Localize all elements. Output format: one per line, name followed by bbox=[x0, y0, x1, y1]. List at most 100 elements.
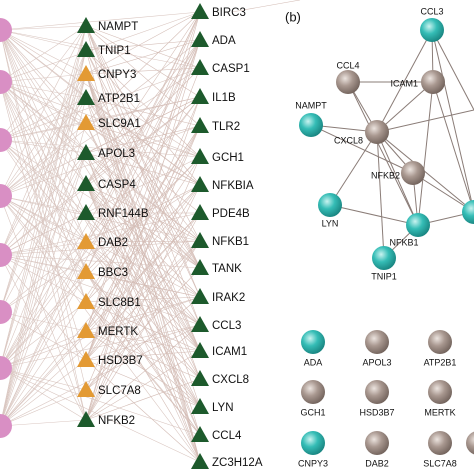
edge bbox=[432, 81, 474, 213]
edge bbox=[0, 67, 201, 141]
edge bbox=[85, 271, 201, 408]
edge bbox=[85, 330, 201, 408]
edge bbox=[85, 25, 201, 98]
edge bbox=[431, 29, 474, 213]
edge bbox=[0, 254, 201, 269]
edge bbox=[0, 49, 87, 369]
node-label: BBC3 bbox=[98, 267, 128, 279]
edge bbox=[0, 11, 201, 83]
node-label: TNIP1 bbox=[98, 45, 131, 57]
edge bbox=[0, 195, 87, 421]
edge bbox=[85, 25, 201, 69]
edge bbox=[85, 152, 201, 463]
network-node bbox=[401, 161, 425, 185]
edge bbox=[0, 367, 87, 421]
edge bbox=[0, 97, 87, 141]
triangle-node bbox=[191, 204, 209, 220]
edge bbox=[0, 11, 201, 31]
edge bbox=[85, 39, 201, 185]
edge bbox=[85, 324, 201, 421]
edge bbox=[85, 96, 201, 361]
node-label: NFKB1 bbox=[389, 237, 418, 247]
edge bbox=[0, 419, 87, 427]
edge bbox=[85, 39, 201, 421]
triangle-node bbox=[77, 263, 95, 279]
edge bbox=[85, 125, 201, 154]
edge bbox=[0, 29, 87, 124]
source-node bbox=[0, 70, 12, 94]
network-node bbox=[406, 213, 430, 237]
edge bbox=[85, 122, 201, 214]
edge bbox=[85, 183, 201, 380]
node-label: CNPY3 bbox=[98, 69, 136, 81]
edge bbox=[85, 25, 201, 242]
node-label: SLC8B1 bbox=[98, 297, 141, 309]
edge bbox=[0, 183, 87, 427]
edge bbox=[85, 271, 201, 463]
edge bbox=[0, 73, 87, 83]
edge bbox=[85, 39, 201, 332]
edge bbox=[0, 29, 201, 269]
edge bbox=[0, 139, 87, 154]
edge bbox=[310, 124, 414, 174]
edge bbox=[85, 152, 201, 242]
triangle-node bbox=[191, 232, 209, 248]
triangle-node bbox=[191, 176, 209, 192]
triangle-node bbox=[191, 316, 209, 332]
edge bbox=[85, 97, 201, 352]
node-label: APOL3 bbox=[98, 148, 135, 160]
node-label: SLC7A8 bbox=[423, 458, 457, 468]
edge bbox=[0, 152, 87, 256]
isolated-node bbox=[428, 431, 452, 455]
node-label: CNPY3 bbox=[298, 458, 328, 468]
edge bbox=[85, 241, 201, 380]
edge bbox=[0, 25, 87, 83]
edge bbox=[329, 131, 378, 206]
source-node bbox=[0, 300, 12, 324]
node-label: CCL4 bbox=[212, 430, 242, 442]
isolated-node bbox=[365, 330, 389, 354]
triangle-node bbox=[191, 342, 209, 358]
edge bbox=[0, 81, 87, 243]
node-label: NFKB1 bbox=[212, 236, 249, 248]
node-label: CCL3 bbox=[420, 6, 443, 16]
edge bbox=[0, 152, 87, 369]
edge bbox=[85, 183, 201, 298]
edges-a bbox=[0, 0, 301, 463]
isolated-node bbox=[365, 431, 389, 455]
isolated-node bbox=[301, 380, 325, 404]
edge bbox=[85, 122, 201, 380]
edge bbox=[85, 301, 201, 408]
triangle-node bbox=[191, 3, 209, 19]
edge bbox=[417, 81, 434, 226]
edge bbox=[0, 195, 201, 463]
edge bbox=[412, 172, 474, 213]
node-label: NFKBIA bbox=[212, 180, 254, 192]
edge bbox=[0, 212, 201, 256]
edge bbox=[85, 39, 201, 273]
edge bbox=[376, 131, 419, 226]
edge bbox=[85, 212, 201, 352]
edge bbox=[85, 49, 201, 298]
triangle-node bbox=[77, 351, 95, 367]
node-label: SLC9A1 bbox=[98, 118, 141, 130]
edge bbox=[85, 97, 201, 463]
source-node bbox=[0, 356, 12, 380]
triangle-node bbox=[191, 370, 209, 386]
edge bbox=[85, 183, 201, 269]
edge bbox=[0, 96, 201, 256]
edge bbox=[85, 11, 201, 75]
edge bbox=[85, 49, 201, 186]
edge bbox=[85, 122, 201, 186]
edge bbox=[0, 367, 201, 436]
edge bbox=[0, 81, 87, 154]
edge bbox=[85, 301, 201, 436]
node-label: CCL4 bbox=[336, 60, 359, 70]
node-label: HSD3B7 bbox=[98, 355, 143, 367]
edge bbox=[85, 39, 201, 51]
edge bbox=[0, 301, 87, 369]
edge bbox=[0, 152, 87, 427]
network-node bbox=[421, 70, 445, 94]
isolated-node bbox=[301, 330, 325, 354]
